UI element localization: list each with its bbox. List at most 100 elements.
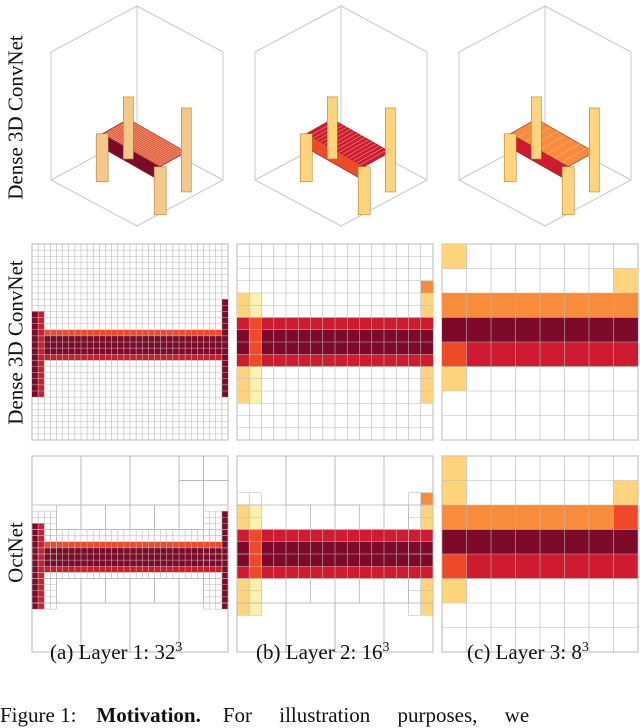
voxel-cell (56, 348, 63, 355)
voxel-cell (38, 378, 45, 385)
voxel-cell (347, 342, 360, 355)
voxel-cell (93, 348, 100, 355)
voxel-cell (93, 342, 100, 349)
voxel-cell (32, 348, 39, 355)
voxel-cell (130, 342, 137, 349)
voxel-cell (123, 329, 130, 336)
voxel-cell (221, 329, 228, 336)
voxel-cell (179, 342, 186, 349)
voxel-cell (68, 342, 75, 349)
voxel-cell (420, 578, 433, 616)
voxel-cell (111, 348, 118, 355)
voxel-cell (396, 317, 409, 330)
voxel-cell (613, 293, 638, 318)
voxel-cell (74, 354, 81, 361)
voxel-cell (87, 342, 94, 349)
voxel-cell (166, 342, 173, 349)
voxel-bed-32 (50, 5, 224, 227)
row-label-dense-3d: Dense 3D ConvNet (3, 35, 28, 200)
voxel-cell (136, 329, 143, 336)
voxel-cell (197, 342, 204, 349)
voxel-cell (209, 335, 216, 342)
voxel-cell (215, 335, 222, 342)
voxel-cell (371, 317, 384, 330)
voxel-cell (87, 354, 94, 361)
voxel-cell (111, 354, 118, 361)
voxel-cell (237, 366, 250, 379)
voxel-line (345, 141, 373, 157)
voxel-cell (203, 342, 210, 349)
voxel-cell (99, 335, 106, 342)
bed-leg (123, 96, 134, 160)
voxel-cell (249, 293, 262, 306)
voxel-cell (286, 329, 299, 342)
voxel-cell (442, 366, 467, 391)
voxel-cell (420, 354, 433, 367)
voxel-cell (154, 354, 161, 361)
voxel-cell (148, 329, 155, 336)
voxel-cell (564, 342, 589, 367)
voxel-cell (261, 329, 274, 342)
voxel-line (141, 141, 169, 157)
voxel-cell (117, 335, 124, 342)
voxel-cell (310, 342, 323, 355)
voxel-cell (99, 329, 106, 336)
cube-panel-layer2 (242, 2, 440, 230)
voxel-cell (197, 329, 204, 336)
voxel-cell (359, 342, 372, 355)
voxel-cell (50, 354, 57, 361)
voxel-cell (136, 348, 143, 355)
bed-leg (531, 96, 542, 160)
voxel-cell (123, 354, 130, 361)
voxel-cell (44, 335, 51, 342)
voxel-cell (515, 342, 540, 367)
voxel-cell (286, 342, 299, 355)
voxel-line (335, 135, 362, 151)
voxel-line (342, 139, 369, 155)
figure-caption-label: Figure 1: (0, 703, 77, 727)
voxel-cell (44, 342, 51, 349)
voxel-cell (347, 317, 360, 330)
voxel-cell (442, 342, 467, 367)
voxel-cell (442, 480, 467, 505)
voxel-cell (384, 342, 397, 355)
voxel-cell (420, 293, 433, 306)
octnet-grid-layer2 (236, 453, 434, 655)
voxel-cell (123, 348, 130, 355)
voxel-cell (56, 354, 63, 361)
voxel-cell (62, 354, 69, 361)
voxel-cell (209, 342, 216, 349)
voxel-cell (408, 342, 421, 355)
bounding-cube (254, 5, 428, 227)
dense-grid-layer3 (441, 241, 639, 443)
voxel-cell (154, 329, 161, 336)
voxel-cell (371, 354, 384, 367)
voxel-cell (32, 391, 39, 398)
caption-layer1-exp: 3 (175, 640, 183, 655)
voxel-cell (613, 480, 638, 505)
voxel-cell (221, 311, 228, 318)
voxel-cell (185, 335, 192, 342)
voxel-cell (154, 342, 161, 349)
voxel-cell (237, 329, 250, 342)
voxel-cell (540, 317, 565, 342)
voxel-cell (515, 293, 540, 318)
voxel-cell (408, 317, 421, 330)
voxel-cell (130, 354, 137, 361)
voxel-cell (613, 317, 638, 342)
voxel-cell (105, 335, 112, 342)
voxel-cell (249, 366, 262, 379)
voxel-cell (310, 317, 323, 330)
voxel-cell (166, 335, 173, 342)
voxel-cell (160, 342, 167, 349)
caption-layer3: (c) Layer 3: 83 (467, 640, 589, 665)
voxel-cell (179, 348, 186, 355)
voxel-cell (38, 391, 45, 398)
voxel-cell (540, 293, 565, 318)
voxel-cell (221, 342, 228, 349)
voxel-cell (273, 329, 286, 342)
voxel-cell (38, 372, 45, 379)
voxel-cell (105, 342, 112, 349)
voxel-cell (123, 335, 130, 342)
voxel-cell (179, 335, 186, 342)
